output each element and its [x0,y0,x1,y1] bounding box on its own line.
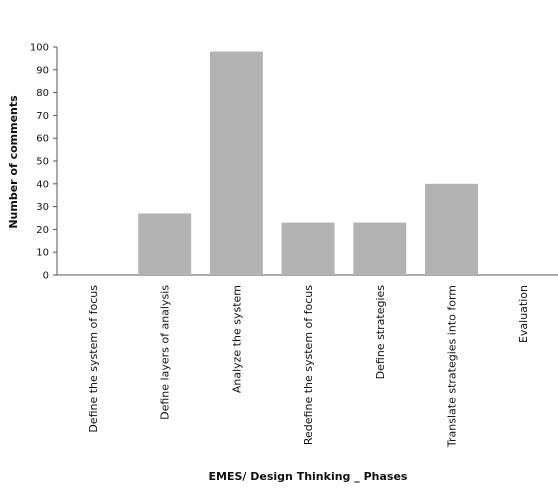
y-tick-label: 100 [30,43,49,54]
x-category-label: Define layers of analysis [159,285,172,420]
x-category-label: Redefine the system of focus [302,285,315,445]
bar [425,183,478,275]
bar [281,222,335,275]
x-axis-label: EMES/ Design Thinking _ Phases [209,470,408,483]
y-tick-label: 90 [36,65,49,76]
y-tick-label: 10 [36,248,49,259]
y-tick-label: 70 [36,111,49,122]
x-category-label: Define the system of focus [87,285,100,433]
y-tick-label: 80 [36,88,49,99]
y-tick-label: 60 [36,134,49,145]
x-category-label: Define strategies [374,285,387,380]
y-tick-label: 20 [36,225,49,236]
y-tick-label: 50 [36,157,49,168]
bar [209,51,263,276]
y-axis-label: Number of comments [7,95,20,229]
x-category-label: Analyze the system [230,285,243,393]
plot-area: 0 10 20 30 40 50 60 70 80 90 100 Define the system … [30,43,558,448]
x-category-label: Evaluation [517,285,530,343]
y-tick-label: 30 [36,202,49,213]
bar [138,213,192,275]
x-category-label: Translate strategies into form [446,285,459,448]
y-tick-label: 40 [36,179,49,190]
bar [353,222,407,275]
y-tick-label: 0 [43,271,49,282]
